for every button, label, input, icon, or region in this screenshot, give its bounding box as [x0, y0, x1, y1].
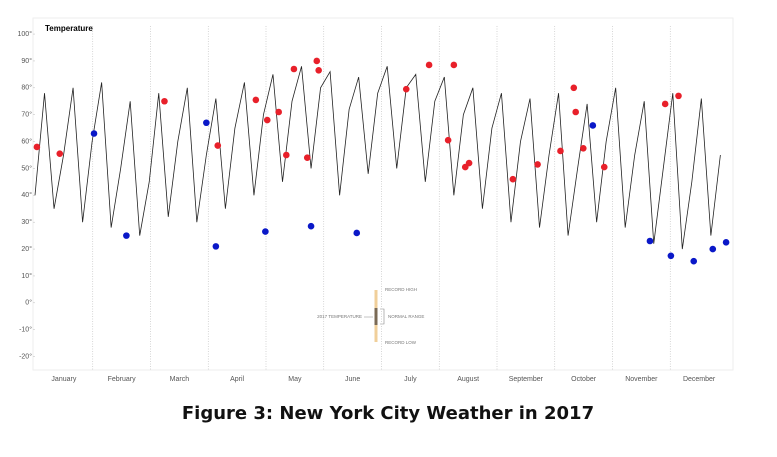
x-tick-label: January: [51, 376, 76, 383]
legend-temperature: 2017 TEMPERATURE: [317, 314, 362, 319]
x-tick-label: October: [571, 376, 597, 383]
x-tick-label: November: [625, 376, 658, 383]
record-dot: [161, 97, 168, 105]
legend-bracket: [380, 308, 385, 325]
x-tick-label: March: [170, 376, 190, 383]
x-tick-label: June: [345, 376, 360, 383]
record-dot: [600, 163, 608, 171]
record-dot: [450, 61, 458, 69]
record-dot: [661, 100, 669, 108]
y-tick-label: 30°: [21, 218, 32, 226]
record-dot: [290, 65, 298, 73]
x-tick-label: September: [509, 376, 544, 383]
record-dot: [203, 119, 210, 127]
x-tick-label: December: [683, 376, 716, 383]
record-dot: [283, 151, 290, 159]
record-dot: [33, 143, 41, 151]
y-tick-label: 60°: [21, 137, 32, 145]
y-tick-label: -10°: [19, 326, 32, 334]
record-dot: [444, 136, 452, 144]
record-dot: [303, 154, 311, 161]
record-dot: [90, 130, 98, 137]
record-dot: [589, 122, 597, 129]
record-dot: [465, 159, 473, 167]
record-dot: [263, 116, 271, 124]
x-tick-label: July: [404, 376, 417, 383]
y-tick-label: 40°: [21, 191, 32, 199]
record-dot: [214, 142, 222, 149]
record-dot: [570, 84, 578, 92]
y-tick-label: 70°: [21, 111, 32, 119]
temperature-line: [34, 66, 721, 250]
y-tick-label: 50°: [21, 164, 32, 172]
record-dot: [709, 245, 717, 253]
legend-record-low: RECORD LOW: [385, 340, 417, 345]
record-dot: [580, 144, 587, 152]
record-dot: [667, 252, 675, 260]
record-dot: [56, 150, 64, 157]
record-dot: [425, 61, 433, 69]
record-dot: [315, 67, 322, 74]
x-tick-label: April: [230, 376, 244, 383]
y-tick-label: 20°: [21, 245, 32, 253]
record-dot: [690, 257, 698, 265]
record-dot: [262, 228, 269, 235]
record-dot: [675, 92, 682, 100]
y-tick-label: -20°: [19, 352, 32, 360]
y-tick-label: 0°: [25, 299, 32, 307]
record-dot: [275, 108, 282, 116]
y-tick-label: 80°: [21, 84, 32, 92]
record-dot: [646, 237, 654, 245]
legend-record-high: RECORD HIGH: [385, 287, 417, 292]
record-dot: [572, 108, 579, 116]
record-dot: [313, 57, 321, 65]
record-dot: [722, 239, 730, 246]
caption: Figure 3: New York City Weather in 2017: [182, 403, 594, 424]
record-dot: [557, 147, 564, 155]
record-dot: [509, 175, 517, 183]
record-dot: [123, 232, 130, 239]
x-tick-label: August: [457, 376, 479, 383]
record-dot: [307, 222, 315, 230]
record-dot: [212, 243, 220, 250]
y-tick-label: 100°: [18, 30, 33, 38]
panel: [32, 17, 734, 371]
record-dot: [402, 85, 410, 93]
y-tick-label: 10°: [21, 272, 32, 280]
y-tick-label: 90°: [21, 57, 32, 65]
record-dot: [252, 96, 260, 104]
legend-normal-range: NORMAL RANGE: [388, 314, 424, 319]
x-tick-label: February: [108, 376, 137, 383]
record-dot: [353, 229, 361, 237]
x-tick-label: May: [288, 376, 302, 383]
chart-title: Temperature: [45, 24, 93, 33]
record-dot: [534, 161, 541, 168]
legend-normal-bar: [374, 308, 378, 325]
